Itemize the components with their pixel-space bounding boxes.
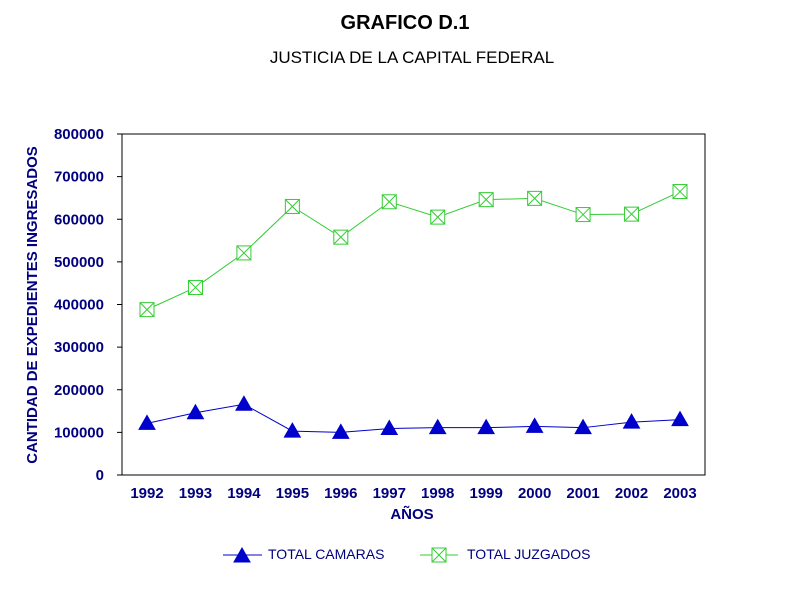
x-tick-label: 1994 [227, 485, 261, 502]
x-axis: 1992 1993 1994 1995 1996 1997 1998 1999 2000 2001… [130, 485, 696, 502]
data-point-boxed-x [187, 279, 203, 295]
y-tick-label: 500000 [54, 254, 104, 271]
y-tick-label: 800000 [54, 126, 104, 143]
x-tick-label: 1998 [421, 485, 454, 502]
data-point-triangle [283, 422, 302, 438]
legend-label-juzgados: TOTAL JUZGADOS [467, 546, 590, 562]
data-point-boxed-x [333, 229, 349, 245]
data-point-boxed-x [672, 184, 688, 200]
y-tick-label: 600000 [54, 211, 104, 228]
y-tick-label: 300000 [54, 339, 104, 356]
data-point-triangle [622, 413, 641, 429]
data-point-triangle [380, 419, 399, 436]
series-camaras [138, 395, 689, 439]
x-tick-label: 1996 [324, 485, 357, 502]
y-tick-label: 200000 [54, 382, 104, 399]
data-point-boxed-x [139, 302, 155, 318]
data-point-triangle [428, 418, 447, 435]
legend: TOTAL CAMARAS TOTAL JUZGADOS [223, 546, 590, 563]
boxed-x-marker-icon [431, 547, 447, 563]
x-tick-label: 2003 [663, 485, 696, 502]
y-axis-label: CANTIDAD DE EXPEDIENTES INGRESADOS [24, 146, 41, 464]
data-point-boxed-x [527, 190, 543, 206]
legend-label-camaras: TOTAL CAMARAS [268, 546, 384, 562]
chart-subtitle: JUSTICIA DE LA CAPITAL FEDERAL [270, 48, 554, 67]
data-point-triangle [477, 418, 496, 435]
x-tick-label: 1999 [469, 485, 502, 502]
x-tick-label: 2002 [615, 485, 648, 502]
x-tick-label: 2001 [566, 485, 599, 502]
y-tick-label: 100000 [54, 424, 104, 441]
x-tick-label: 1993 [179, 485, 212, 502]
series-juzgados [139, 184, 688, 318]
chart-title: GRAFICO D.1 [341, 12, 470, 34]
x-tick-label: 1992 [130, 485, 163, 502]
y-tick-label: 0 [96, 467, 104, 484]
x-axis-label: AÑOS [390, 505, 433, 523]
x-tick-label: 1995 [276, 485, 309, 502]
legend-item-juzgados: TOTAL JUZGADOS [420, 546, 590, 563]
data-point-triangle [574, 418, 592, 435]
data-point-triangle [138, 414, 156, 430]
x-tick-label: 2000 [518, 485, 551, 502]
data-point-triangle [331, 423, 350, 439]
data-point-boxed-x [575, 207, 591, 223]
data-point-triangle [671, 410, 689, 427]
y-tick-label: 700000 [54, 169, 104, 186]
data-point-triangle [525, 417, 544, 433]
data-point-boxed-x [381, 194, 397, 210]
y-tick-label: 400000 [54, 297, 104, 314]
data-point-boxed-x [478, 192, 494, 208]
data-point-boxed-x [430, 209, 446, 225]
data-point-boxed-x [624, 206, 640, 222]
y-axis: 0 100000 200000 300000 400000 500000 600000 700… [54, 126, 122, 484]
series-layer [138, 184, 689, 439]
data-point-triangle [235, 395, 253, 411]
legend-item-camaras: TOTAL CAMARAS [223, 546, 384, 563]
data-point-triangle [186, 403, 205, 420]
triangle-marker-icon [233, 546, 251, 563]
series-line [146, 191, 681, 311]
series-line [146, 403, 681, 433]
data-point-boxed-x [284, 198, 300, 214]
x-tick-label: 1997 [373, 485, 406, 502]
data-point-boxed-x [236, 245, 252, 261]
